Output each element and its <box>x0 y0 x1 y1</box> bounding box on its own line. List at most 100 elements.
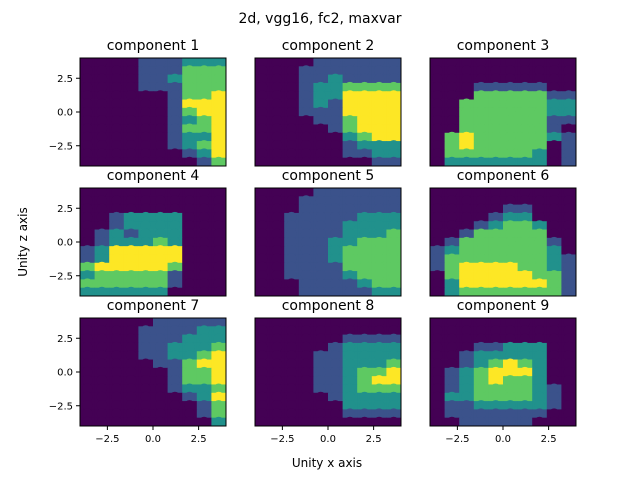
data-point <box>534 318 545 328</box>
data-point <box>111 375 122 386</box>
data-point <box>563 90 574 101</box>
data-point <box>490 220 501 231</box>
data-point <box>344 98 356 109</box>
data-point <box>490 228 501 239</box>
data-point <box>213 286 224 296</box>
data-point <box>300 400 312 411</box>
data-point <box>286 115 297 126</box>
data-point <box>198 261 210 273</box>
data-point <box>461 400 472 411</box>
data-point <box>548 278 560 289</box>
data-point <box>344 73 356 84</box>
data-point <box>461 270 472 281</box>
data-point <box>140 98 151 109</box>
data-point <box>534 188 545 198</box>
data-point <box>359 383 370 394</box>
data-point <box>82 318 93 328</box>
data-point <box>490 270 501 281</box>
data-point <box>140 286 151 296</box>
data-point <box>432 333 443 344</box>
data-point <box>519 228 531 239</box>
data-point <box>82 416 93 426</box>
data-point <box>461 220 472 231</box>
data-point <box>271 58 283 68</box>
data-point <box>155 58 166 68</box>
data-point <box>213 220 224 231</box>
data-point <box>315 148 326 159</box>
data-point <box>213 408 224 419</box>
data-point <box>373 131 385 143</box>
data-point <box>475 228 487 239</box>
data-point <box>140 220 151 231</box>
data-point <box>140 90 151 101</box>
data-point <box>446 333 458 344</box>
data-point <box>286 65 297 76</box>
data-point <box>111 140 122 151</box>
data-point <box>140 245 151 256</box>
data-point <box>155 375 166 386</box>
data-point <box>519 188 531 198</box>
data-point <box>534 350 545 361</box>
data-point <box>111 236 122 248</box>
data-point <box>519 131 531 143</box>
data-point <box>373 65 385 76</box>
panel-title: component 4 <box>107 168 200 184</box>
data-point <box>519 400 531 411</box>
data-point <box>184 156 195 166</box>
data-point <box>344 65 356 76</box>
data-point <box>271 65 283 76</box>
data-point <box>359 400 370 411</box>
data-point <box>330 220 341 231</box>
data-point <box>125 333 137 344</box>
data-point <box>155 253 166 264</box>
data-point <box>111 228 122 239</box>
panel-title: component 8 <box>282 298 375 314</box>
data-point <box>344 366 356 378</box>
data-point <box>125 408 137 419</box>
data-point <box>548 261 560 273</box>
data-point <box>300 261 312 273</box>
data-point <box>519 98 531 109</box>
data-point <box>359 65 370 76</box>
data-point <box>534 375 545 386</box>
data-point <box>446 211 458 223</box>
data-point <box>446 366 458 378</box>
data-point <box>505 416 516 426</box>
data-point <box>125 195 137 206</box>
data-point <box>82 391 93 403</box>
data-point <box>125 123 137 134</box>
data-point <box>82 375 93 386</box>
data-point <box>155 341 166 353</box>
data-point <box>286 195 297 206</box>
data-point <box>300 140 312 151</box>
data-point <box>388 408 399 419</box>
data-point <box>300 203 312 214</box>
data-point <box>505 383 516 394</box>
data-point <box>330 391 341 403</box>
data-point <box>432 278 443 289</box>
data-point <box>475 286 487 296</box>
data-point <box>432 148 443 159</box>
data-point <box>344 416 356 426</box>
data-point <box>344 383 356 394</box>
data-point <box>140 391 151 403</box>
data-point <box>359 278 370 289</box>
data-point <box>300 90 312 101</box>
data-point <box>184 261 195 273</box>
data-point <box>475 350 487 361</box>
x-tick-label: 2.5 <box>366 434 382 445</box>
data-point <box>388 140 399 151</box>
data-point <box>213 81 224 93</box>
data-point <box>330 416 341 426</box>
data-point <box>140 228 151 239</box>
data-point <box>475 211 487 223</box>
data-point <box>213 73 224 84</box>
data-point <box>548 140 560 151</box>
data-point <box>359 131 370 143</box>
data-point <box>286 203 297 214</box>
data-point <box>300 228 312 239</box>
data-point <box>155 115 166 126</box>
data-point <box>111 391 122 403</box>
data-point <box>505 375 516 386</box>
data-point <box>359 140 370 151</box>
